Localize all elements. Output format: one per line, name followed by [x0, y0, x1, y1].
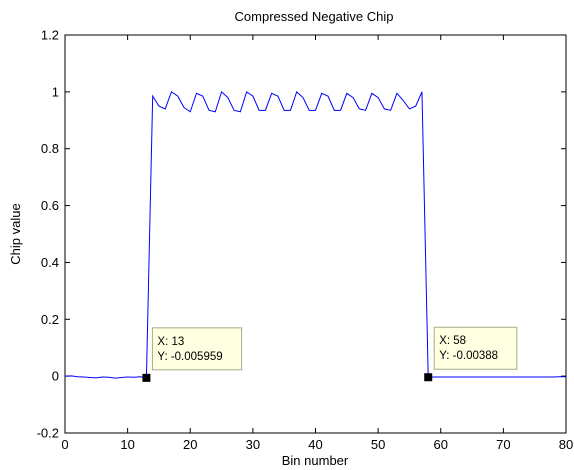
data-tip-marker[interactable] [424, 373, 433, 382]
x-tick-label: 0 [61, 437, 68, 452]
y-tick-label: 0.4 [41, 255, 59, 270]
y-tick-label: 0.2 [41, 312, 59, 327]
x-tick-label: 50 [371, 437, 385, 452]
x-tick-label: 20 [183, 437, 197, 452]
data-tip-x-label: X: 58 [439, 335, 466, 347]
y-axis: -0.2 0 0.2 0.4 0.6 0.8 1 1.2 [37, 28, 566, 441]
chart-title: Compressed Negative Chip [235, 9, 394, 24]
x-axis: 0 10 20 30 40 50 60 70 80 [61, 35, 573, 452]
y-tick-label: 1.2 [41, 28, 59, 43]
data-tip[interactable]: X: 58 Y: -0.00388 [424, 326, 518, 382]
data-tip-y-label: Y: -0.00388 [439, 350, 498, 362]
y-tick-label: 0 [52, 369, 59, 384]
data-tip-box [151, 327, 243, 371]
data-tips: X: 13 Y: -0.005959 X: 58 Y: -0.00388 [142, 326, 518, 382]
series-layer [64, 90, 566, 379]
x-tick-label: 30 [246, 437, 260, 452]
series-line [64, 90, 566, 379]
y-tick-label: 0.8 [41, 141, 59, 156]
x-tick-label: 10 [120, 437, 134, 452]
y-tick-label: 0.6 [41, 198, 59, 213]
data-tip[interactable]: X: 13 Y: -0.005959 [142, 327, 243, 382]
data-tip-marker[interactable] [142, 373, 151, 382]
y-tick-label: -0.2 [37, 426, 59, 441]
x-tick-label: 70 [496, 437, 510, 452]
y-tick-label: 1 [52, 84, 59, 99]
data-tip-x-label: X: 13 [157, 336, 184, 348]
plot-area [64, 34, 567, 434]
x-tick-label: 60 [434, 437, 448, 452]
x-axis-label: Bin number [282, 453, 349, 468]
data-tip-box [433, 326, 518, 370]
x-tick-label: 40 [308, 437, 322, 452]
x-tick-label: 80 [559, 437, 573, 452]
y-axis-label: Chip value [8, 203, 23, 264]
data-tip-y-label: Y: -0.005959 [157, 351, 222, 363]
